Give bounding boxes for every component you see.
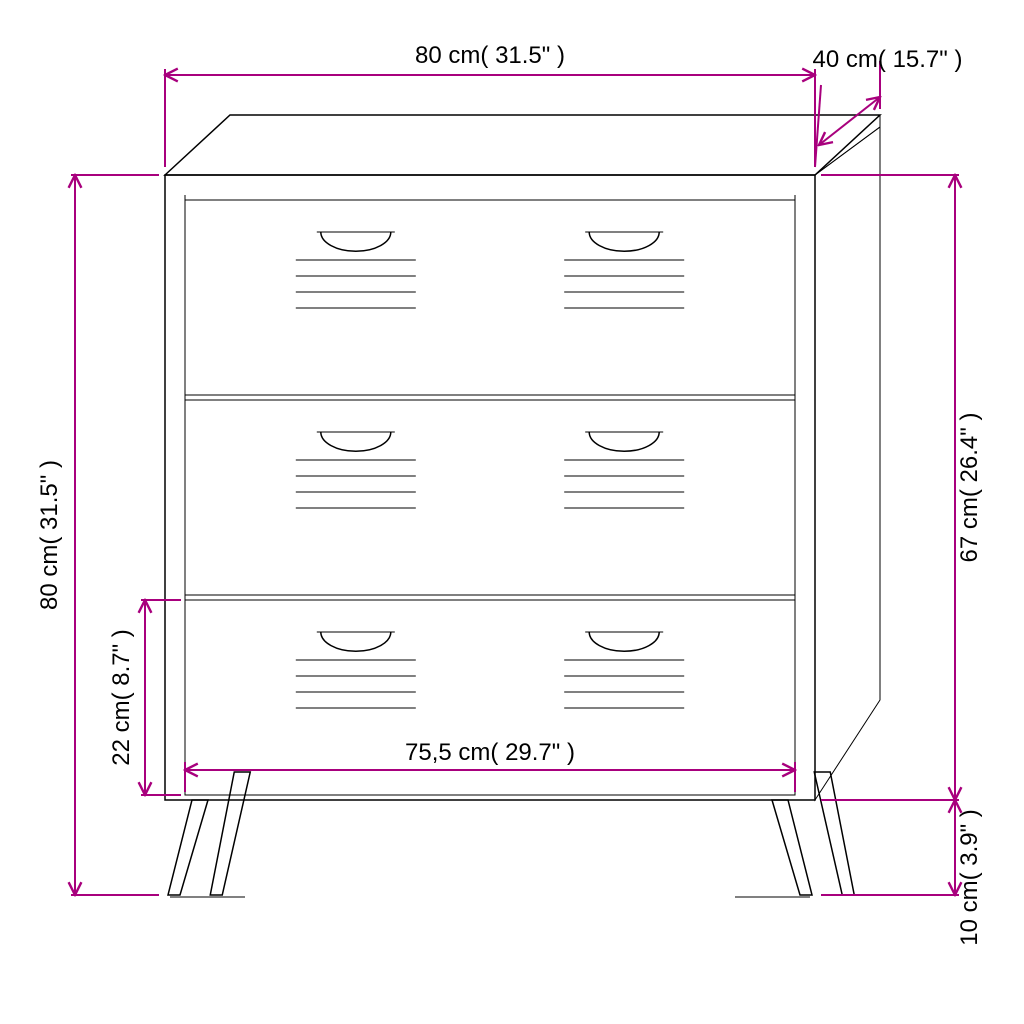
- leg: [168, 800, 208, 895]
- drawer-handle: [589, 232, 659, 251]
- drawer-handle: [321, 432, 391, 451]
- drawer-handle: [589, 632, 659, 651]
- dim-depth: [819, 97, 880, 145]
- dim-leg-height-label: 10 cm( 3.9" ): [956, 809, 983, 946]
- cabinet-front: [165, 175, 815, 800]
- dim-body-height-label: 67 cm( 26.4" ): [956, 413, 983, 563]
- drawer-handle: [321, 232, 391, 251]
- dim-inner-width-label: 75,5 cm( 29.7" ): [405, 739, 575, 766]
- drawer-handle: [321, 632, 391, 651]
- cabinet-top: [165, 115, 880, 175]
- leg: [814, 772, 854, 895]
- dim-depth-label: 40 cm( 15.7" ): [813, 46, 963, 73]
- dim-width-label: 80 cm( 31.5" ): [415, 42, 565, 69]
- dim-drawer-height-label: 22 cm( 8.7" ): [108, 629, 135, 766]
- cabinet-side: [815, 127, 880, 800]
- leg: [210, 772, 250, 895]
- drawer-handle: [589, 432, 659, 451]
- leg: [772, 800, 812, 895]
- dim-height-label: 80 cm( 31.5" ): [36, 460, 63, 610]
- drawer-2: [185, 400, 795, 595]
- drawer-1: [185, 200, 795, 395]
